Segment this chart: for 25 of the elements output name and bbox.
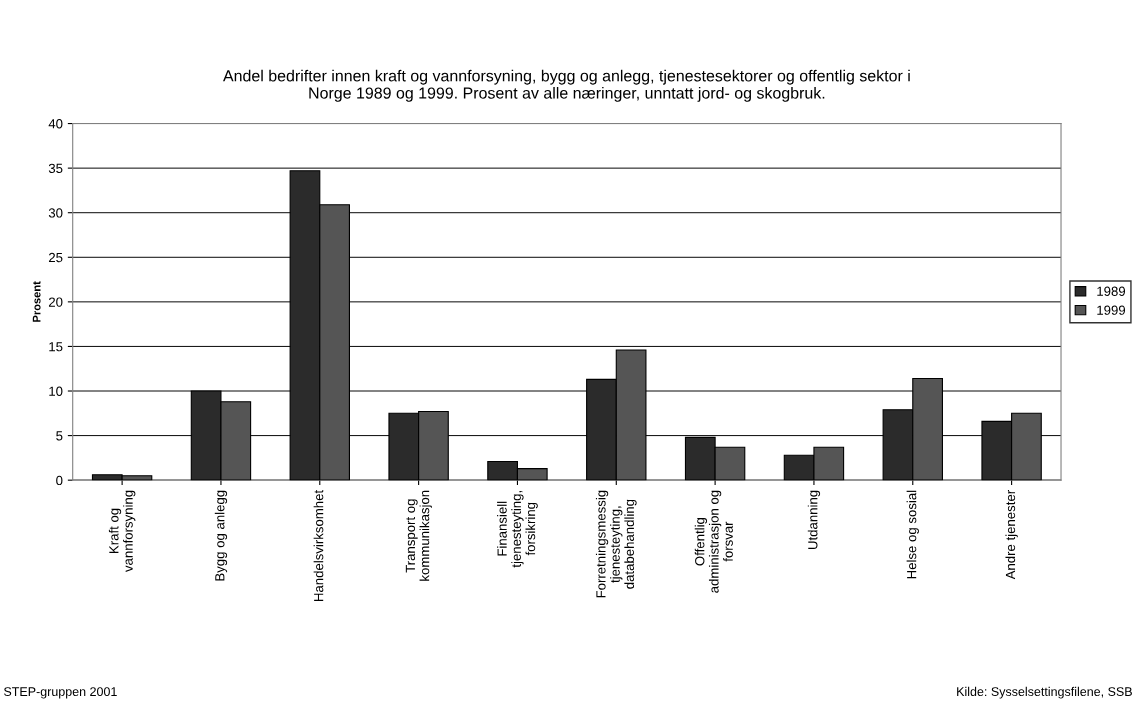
chart-title: Andel bedrifter innen kraft og vannforsyning, bygg og anlegg, tjenestesektorer og offentlig sektor i Norge 1989 og 1999. Prosent av alle næringer, unntatt jord- og skogbruk. xyxy=(223,69,910,102)
x-tick-label: Forretningsmessig tjenesteyting, databehandling xyxy=(595,490,637,598)
y-tick-label: 5 xyxy=(56,431,63,441)
y-tick-label: 40 xyxy=(48,119,63,129)
x-tick-label: Bygg og anlegg xyxy=(214,490,228,581)
legend-label: 1989 xyxy=(1097,286,1126,296)
x-tick-label: Andre tjenester xyxy=(1005,490,1018,580)
y-tick-label: 25 xyxy=(48,252,63,263)
y-tick-label: 35 xyxy=(48,163,63,174)
y-tick-label: 20 xyxy=(48,297,63,307)
x-tick-label: Handelsvirksomhet xyxy=(313,489,324,601)
text: Kilde: Sysselsettingsfilene, SSB xyxy=(957,686,1132,699)
x-tick-label: Offentlig administrasjon og forsvar xyxy=(694,490,733,593)
x-tick-label: Kraft og vannforsyning xyxy=(108,490,136,572)
x-tick-label: Finansiell tjenesteyting, forsikring xyxy=(497,491,538,568)
y-tick-label: 10 xyxy=(49,386,63,396)
legend-label: 1999 xyxy=(1097,305,1126,315)
text: STEP-gruppen 2001 xyxy=(3,687,117,699)
y-tick-label: 0 xyxy=(56,475,63,486)
y-tick-label: 15 xyxy=(49,342,63,352)
y-axis-title: Prosent xyxy=(32,281,41,322)
x-tick-label: Helse og sosial xyxy=(906,490,919,579)
x-tick-label: Utdanning xyxy=(807,490,821,550)
y-tick-label: 30 xyxy=(48,208,63,218)
x-tick-label: Transport og kommunikasjon xyxy=(405,490,432,581)
